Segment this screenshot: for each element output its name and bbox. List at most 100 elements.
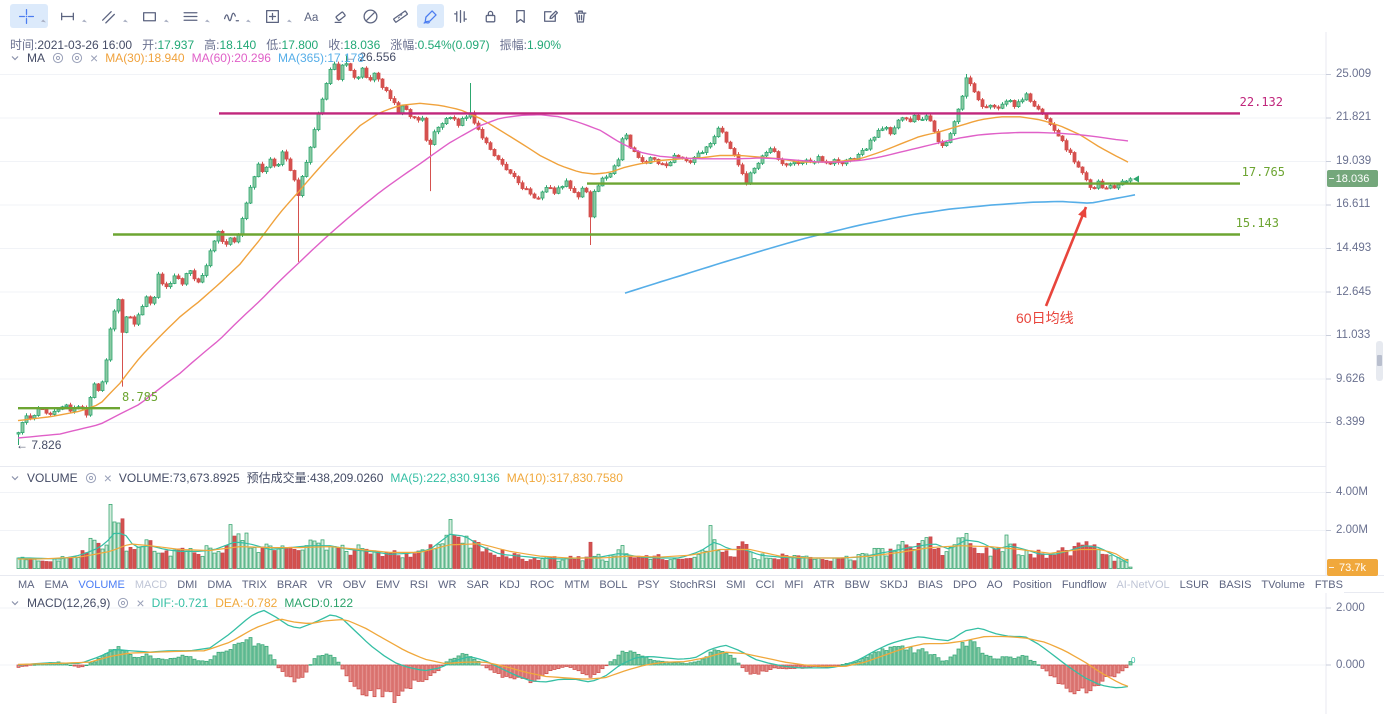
- indicator-settings-icon[interactable]: [85, 472, 97, 484]
- indicator-tab-obv[interactable]: OBV: [342, 578, 366, 591]
- axis-tick-label: 19.039: [1336, 154, 1372, 167]
- indicator-tab-stochrsi[interactable]: StochRSI: [669, 578, 717, 591]
- tool-menu-caret-icon[interactable]: [164, 19, 169, 25]
- info-field: 开:17.937: [142, 38, 195, 52]
- indicator-close-icon[interactable]: ×: [136, 595, 145, 611]
- legend-value: MA(30):18.940: [105, 51, 185, 65]
- indicator-tab-kdj[interactable]: KDJ: [499, 578, 520, 591]
- tool-menu-caret-icon[interactable]: [246, 19, 251, 25]
- indicator-tab-emv[interactable]: EMV: [375, 578, 400, 591]
- wave-tool[interactable]: [215, 4, 253, 28]
- indicator-tab-smi[interactable]: SMI: [726, 578, 746, 591]
- info-field: 收:18.036: [328, 38, 381, 52]
- collapse-chevron-icon[interactable]: [10, 53, 20, 63]
- horizontal-line-tool[interactable]: [51, 4, 89, 28]
- indicator-tab-ai-netvol[interactable]: AI-NetVOL: [1116, 578, 1170, 591]
- indicator-tab-brar[interactable]: BRAR: [276, 578, 308, 591]
- indicator-tab-tvolume[interactable]: TVolume: [1261, 578, 1305, 591]
- indicator-tab-ftbs[interactable]: FTBS: [1314, 578, 1343, 591]
- indicator-tab-rsi[interactable]: RSI: [409, 578, 429, 591]
- crosshair-icon: [18, 8, 35, 24]
- indicator-tab-dmi[interactable]: DMI: [177, 578, 198, 591]
- parallel-channel-tool[interactable]: [92, 4, 130, 28]
- indicator-tab-basis[interactable]: BASIS: [1219, 578, 1252, 591]
- axis-tick-label: 12.645: [1336, 285, 1372, 298]
- fib-lines-icon: [183, 11, 198, 21]
- indicator-tab-trix[interactable]: TRIX: [241, 578, 267, 591]
- bookmark-icon: [516, 9, 525, 23]
- tool-menu-caret-icon[interactable]: [205, 19, 210, 25]
- collapse-chevron-icon[interactable]: [10, 598, 20, 608]
- indicator-tab-psy[interactable]: PSY: [637, 578, 660, 591]
- indicator-tab-wr[interactable]: WR: [438, 578, 457, 591]
- trash-tool[interactable]: [567, 4, 594, 28]
- indicator-tab-bbw[interactable]: BBW: [844, 578, 870, 591]
- tool-menu-caret-icon[interactable]: [287, 19, 292, 25]
- legend-value: MA(60):20.296: [191, 51, 271, 65]
- axis-tick-label: 21.821: [1336, 111, 1372, 124]
- indicator-tab-position[interactable]: Position: [1012, 578, 1052, 591]
- indicator-tab-lsur[interactable]: LSUR: [1179, 578, 1209, 591]
- indicator-tab-fundflow[interactable]: Fundflow: [1061, 578, 1107, 591]
- compare-bars-tool[interactable]: [447, 4, 474, 28]
- ruler-tool[interactable]: [387, 4, 414, 28]
- brush-tool[interactable]: [417, 4, 444, 28]
- indicator-tab-ao[interactable]: AO: [986, 578, 1003, 591]
- volume-pane-header: VOLUME × VOLUME:73,673.8925 预估成交量:438,209.0…: [10, 469, 623, 486]
- indicator-tab-dma[interactable]: DMA: [207, 578, 232, 591]
- info-field: 时间:2021-03-26 16:00: [10, 38, 133, 52]
- indicator-settings-icon[interactable]: [52, 52, 64, 64]
- collapse-chevron-icon[interactable]: [10, 473, 20, 483]
- axis-tick-label: 2.00M: [1336, 524, 1368, 536]
- indicator-tab-sar[interactable]: SAR: [466, 578, 490, 591]
- indicator-tab-macd[interactable]: MACD: [134, 578, 168, 591]
- axis-tick-label: 25.009: [1336, 68, 1372, 80]
- last-price-badge: 18.036: [1327, 170, 1378, 188]
- indicator-tab-skdj[interactable]: SKDJ: [879, 578, 908, 591]
- indicator-tab-mtm[interactable]: MTM: [564, 578, 590, 591]
- text-tool[interactable]: Aa: [297, 4, 324, 28]
- lock-tool[interactable]: [477, 4, 504, 28]
- indicator-tab-ma[interactable]: MA: [18, 578, 35, 591]
- trash-icon: [574, 10, 587, 23]
- indicator-tab-boll[interactable]: BOLL: [599, 578, 628, 591]
- eraser-all-tool[interactable]: [357, 4, 384, 28]
- lock-icon: [485, 10, 496, 22]
- info-field: 涨幅:0.54%(0.097): [390, 38, 490, 52]
- legend-value: DEA:-0.782: [215, 596, 278, 610]
- indicator-tab-volume[interactable]: VOLUME: [78, 578, 125, 591]
- scrollbar-thumb[interactable]: [1376, 341, 1383, 381]
- indicator-tab-mfi[interactable]: MFI: [784, 578, 804, 591]
- grid-box-tool[interactable]: [256, 4, 294, 28]
- crosshair-tool[interactable]: [10, 4, 48, 28]
- rectangle-tool[interactable]: [133, 4, 171, 28]
- indicator-close-icon[interactable]: ×: [103, 469, 112, 486]
- indicator-tab-bar: MA EMA VOLUME MACD DMI DMA TRIX BRAR VR OBV EMV RSI…: [0, 576, 1344, 593]
- indicator-settings-icon[interactable]: [71, 52, 83, 64]
- indicator-tab-dpo[interactable]: DPO: [952, 578, 977, 591]
- rectangle-icon: [143, 11, 156, 21]
- indicator-tab-bias[interactable]: BIAS: [917, 578, 943, 591]
- macd-pane-header: MACD(12,26,9) × DIF:-0.721 DEA:-0.782 MACD:0…: [10, 595, 353, 611]
- axis-tick-label: 2.000: [1336, 601, 1365, 614]
- indicator-tab-cci[interactable]: CCI: [755, 578, 775, 591]
- indicator-tab-roc[interactable]: ROC: [529, 578, 555, 591]
- tool-menu-caret-icon[interactable]: [41, 19, 46, 25]
- info-field: 高:18.140: [204, 38, 257, 52]
- indicator-settings-icon[interactable]: [117, 597, 129, 609]
- indicator-tab-vr[interactable]: VR: [317, 578, 333, 591]
- indicator-tab-atr[interactable]: ATR: [813, 578, 835, 591]
- edit-note-tool[interactable]: [537, 4, 564, 28]
- eraser-all-icon: [363, 8, 378, 24]
- axis-tick-label: 14.493: [1336, 241, 1372, 254]
- bookmark-tool[interactable]: [507, 4, 534, 28]
- tool-menu-caret-icon[interactable]: [82, 19, 87, 25]
- eraser-tool[interactable]: [327, 4, 354, 28]
- indicator-name: VOLUME: [27, 470, 78, 485]
- tool-menu-caret-icon[interactable]: [123, 19, 128, 25]
- indicator-tab-ema[interactable]: EMA: [44, 578, 69, 591]
- fib-lines-tool[interactable]: [174, 4, 212, 28]
- indicator-close-icon[interactable]: ×: [90, 50, 99, 66]
